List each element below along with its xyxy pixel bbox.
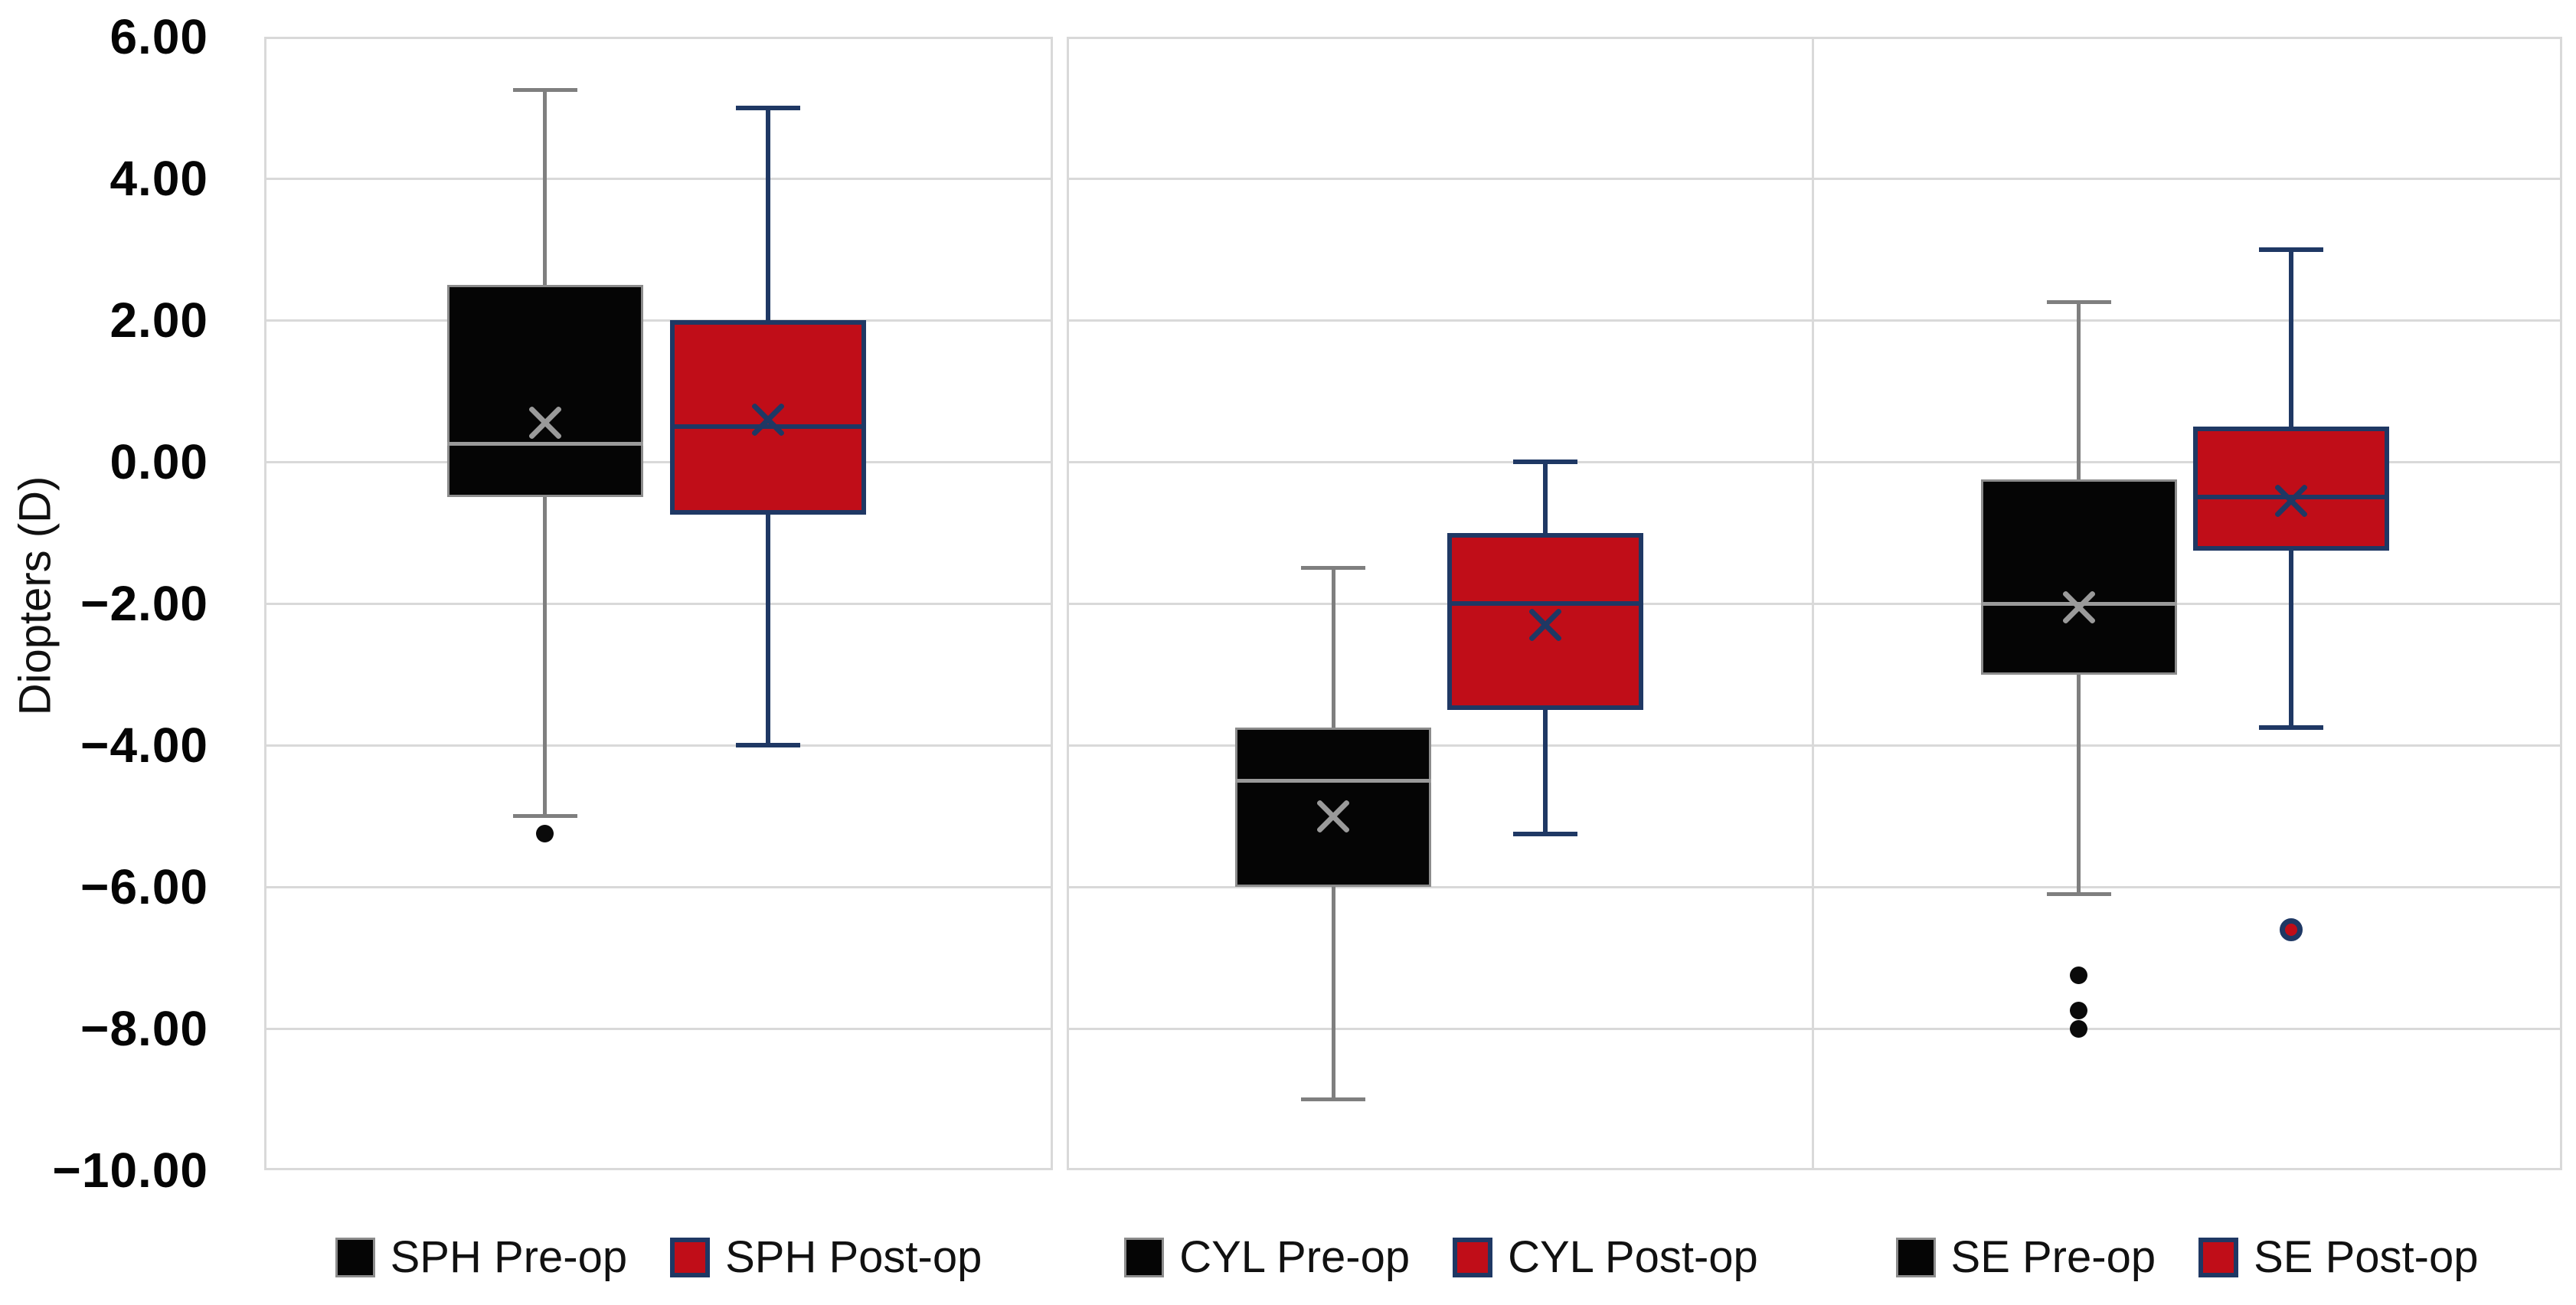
gridline <box>1814 602 2560 605</box>
whisker <box>543 497 548 816</box>
whisker-cap <box>512 814 577 818</box>
mean-marker <box>2061 589 2097 626</box>
panel-sph <box>264 37 1053 1170</box>
median-line <box>446 442 643 446</box>
legend-item: SPH Post-op <box>670 1235 982 1280</box>
legend-swatch-post <box>670 1238 711 1277</box>
outlier-point <box>2070 1019 2088 1038</box>
legend-item: CYL Pre-op <box>1124 1235 1410 1280</box>
mean-marker <box>2273 482 2310 519</box>
legend-label: SPH Post-op <box>725 1232 982 1282</box>
outlier-point <box>536 825 554 843</box>
y-tick-label: −10.00 <box>52 1143 208 1198</box>
gridline <box>266 1027 1051 1030</box>
legend-group-sph: SPH Pre-op SPH Post-op <box>264 1228 1053 1287</box>
gridline <box>1814 885 2560 888</box>
gridline <box>266 744 1051 747</box>
whisker-cap <box>736 105 801 110</box>
whisker <box>2077 674 2081 895</box>
gridline <box>1069 460 1813 463</box>
gridline <box>266 177 1051 180</box>
legend-label: SE Pre-op <box>1950 1232 2156 1282</box>
gridline <box>1814 1027 2560 1030</box>
y-tick-label: 2.00 <box>110 293 208 348</box>
whisker-cap <box>1301 566 1366 571</box>
legend-item: SE Pre-op <box>1895 1232 2156 1282</box>
mean-marker <box>527 404 564 441</box>
whisker <box>766 515 771 745</box>
mean-marker <box>1315 798 1352 835</box>
whisker-cap <box>1301 1097 1366 1101</box>
whisker <box>2289 550 2294 728</box>
gridline <box>1069 885 1813 888</box>
whisker <box>766 107 771 320</box>
y-tick-label: −8.00 <box>80 1001 208 1056</box>
box-pre <box>446 284 643 498</box>
legend-label: SE Post-op <box>2254 1232 2479 1282</box>
whisker-cap <box>1513 831 1578 836</box>
legend-item: SE Post-op <box>2198 1235 2478 1280</box>
legend-label: SPH Pre-op <box>390 1232 628 1282</box>
median-line <box>1447 601 1644 606</box>
box-pre <box>1980 479 2177 675</box>
median-line <box>1235 778 1432 783</box>
gridline <box>1814 744 2560 747</box>
mean-marker <box>750 401 786 438</box>
gridline <box>1069 744 1813 747</box>
legend-swatch-pre <box>335 1238 375 1277</box>
outlier-point <box>2070 966 2088 985</box>
gridline <box>1069 177 1813 180</box>
legend-swatch-post <box>2198 1238 2239 1277</box>
legend-label: CYL Pre-op <box>1179 1232 1411 1282</box>
legend-item: SPH Pre-op <box>335 1235 627 1280</box>
whisker <box>543 90 548 285</box>
gridline <box>1814 177 2560 180</box>
legend-label: CYL Post-op <box>1508 1232 1758 1282</box>
legend-swatch-pre <box>1124 1238 1165 1277</box>
gridline <box>266 885 1051 888</box>
legend-item: CYL Post-op <box>1453 1235 1758 1280</box>
y-tick-label: 6.00 <box>110 9 208 64</box>
box-pre <box>1235 727 1432 887</box>
gridline <box>1069 1027 1813 1030</box>
whisker-cap <box>512 87 577 92</box>
gridline <box>266 602 1051 605</box>
box-post <box>670 320 867 515</box>
box-post <box>2193 426 2390 551</box>
gridline <box>266 319 1051 322</box>
gridline <box>1069 602 1813 605</box>
gridline <box>266 460 1051 463</box>
y-tick-label: 4.00 <box>110 151 208 206</box>
y-tick-label: −6.00 <box>80 859 208 914</box>
legend-swatch-post <box>1453 1238 1493 1277</box>
whisker <box>1331 887 1335 1100</box>
y-tick-label: −4.00 <box>80 718 208 773</box>
gridline <box>1814 460 2560 463</box>
whisker <box>1331 567 1335 728</box>
whisker <box>2077 302 2081 480</box>
y-tick-label: 0.00 <box>110 434 208 489</box>
whisker-cap <box>736 743 801 747</box>
whisker-cap <box>2259 724 2324 730</box>
whisker-cap <box>1513 460 1578 464</box>
gridline <box>1814 319 2560 322</box>
whisker-cap <box>2259 247 2324 252</box>
whisker-cap <box>2046 300 2111 305</box>
legend-swatch-pre <box>1895 1238 1936 1277</box>
outlier-point <box>2280 917 2303 941</box>
y-tick-label: −2.00 <box>80 576 208 631</box>
whisker-cap <box>2046 891 2111 896</box>
whisker <box>1543 462 1548 533</box>
whisker <box>1543 709 1548 834</box>
gridline <box>1069 319 1813 322</box>
legend-group-se: SE Pre-op SE Post-op <box>1812 1228 2562 1287</box>
panel-se <box>1812 37 2562 1170</box>
panel-cyl <box>1067 37 1816 1170</box>
whisker <box>2289 249 2294 427</box>
legend-group-cyl: CYL Pre-op CYL Post-op <box>1067 1228 1816 1287</box>
outlier-point <box>2070 1002 2088 1020</box>
median-line <box>670 424 867 429</box>
mean-marker <box>1527 607 1564 643</box>
